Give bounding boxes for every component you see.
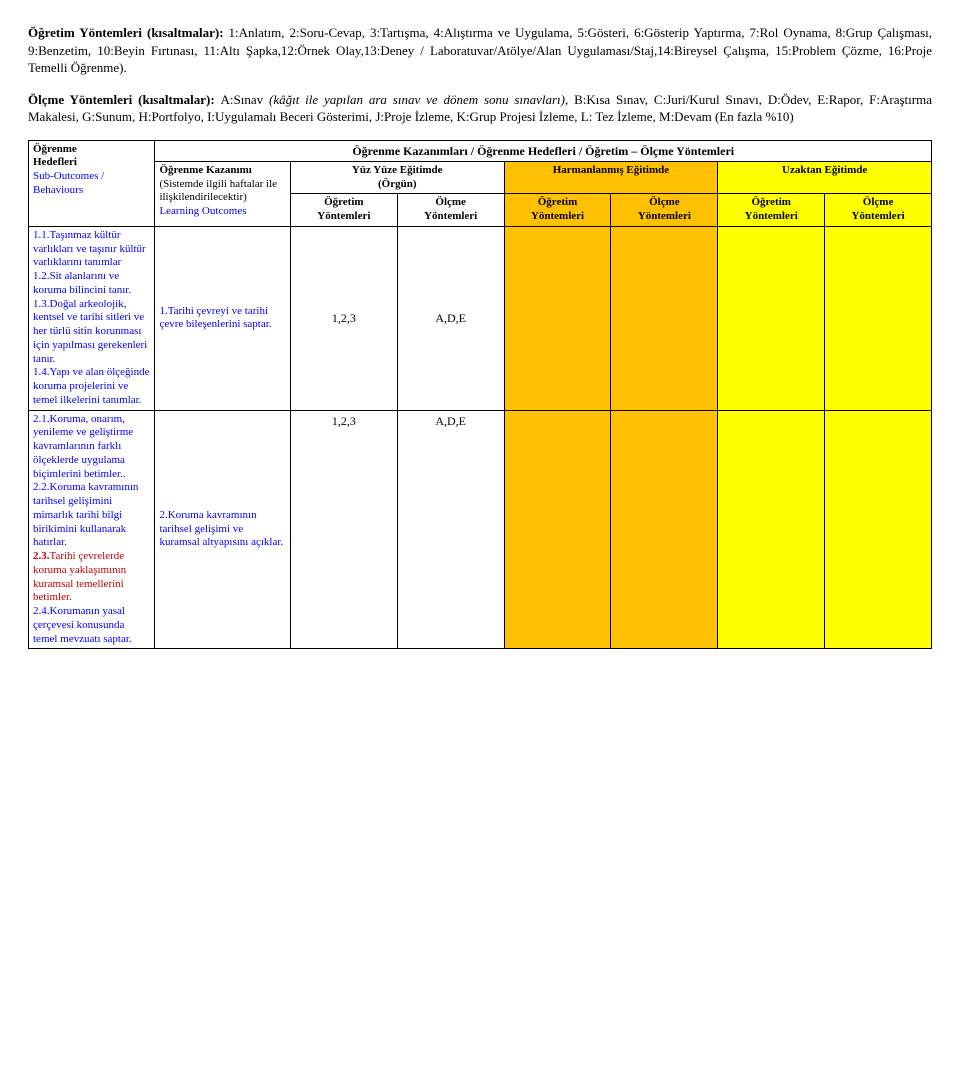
blended-assess-1: [611, 226, 718, 410]
targets-cell-1: 1.1.Taşınmaz kültür varlıkları ve taşını…: [29, 226, 155, 410]
subheader-teaching-blended: Öğretim Yöntemleri: [504, 194, 611, 227]
assessment-methods-italic: (kâğıt ile yapılan ara sınav ve dönem so…: [269, 92, 565, 107]
teach-methods-2: 1,2,3: [290, 410, 397, 649]
header-learning-outcome: Öğrenme Kazanımı (Sistemde ilgili haftal…: [155, 161, 290, 226]
target-1-3: 1.3.Doğal arkeolojik, kentsel ve tarihi …: [33, 298, 150, 367]
subheader-teaching-l1: Öğretim: [295, 196, 393, 210]
table-row: Öğrenme Kazanımı (Sistemde ilgili haftal…: [29, 161, 932, 194]
target-2-4: 2.4.Korumanın yasal çerçevesi konusunda …: [33, 605, 150, 646]
target-1-1: 1.1.Taşınmaz kültür varlıkları ve taşını…: [33, 229, 150, 270]
assessment-methods-a: A:Sınav: [221, 92, 269, 107]
target-2-3-lead: 2.3.: [33, 550, 50, 562]
header-learning-outcome-l2: (Sistemde ilgili haftalar ile ilişkilend…: [159, 178, 285, 206]
assess-methods-2: A,D,E: [397, 410, 504, 649]
teaching-methods-paragraph: Öğretim Yöntemleri (kısaltmalar): 1:Anla…: [28, 24, 932, 77]
blended-teach-1: [504, 226, 611, 410]
subheader-teaching: Öğretim Yöntemleri: [290, 194, 397, 227]
remote-assess-1: [825, 226, 932, 410]
blended-teach-2: [504, 410, 611, 649]
table-row: 1.1.Taşınmaz kültür varlıkları ve taşını…: [29, 226, 932, 410]
header-learning-targets-l1: Öğrenme: [33, 143, 150, 157]
teaching-methods-lead: Öğretim Yöntemleri (kısaltmalar):: [28, 25, 229, 40]
header-face-to-face-l1: Yüz Yüze Eğitimde: [295, 164, 500, 178]
subheader-assessment: Ölçme Yöntemleri: [397, 194, 504, 227]
subheader-assessment-blended: Ölçme Yöntemleri: [611, 194, 718, 227]
remote-teach-1: [718, 226, 825, 410]
remote-assess-2: [825, 410, 932, 649]
header-learning-targets-l3: Sub-Outcomes /: [33, 170, 150, 184]
subheader-teaching-blended-l2: Yöntemleri: [509, 210, 607, 224]
header-top-span: Öğrenme Kazanımları / Öğrenme Hedefleri …: [155, 140, 932, 161]
subheader-teaching-l2: Yöntemleri: [295, 210, 393, 224]
header-face-to-face-l2: (Örgün): [295, 178, 500, 192]
target-2-2: 2.2.Koruma kavramının tarihsel gelişimin…: [33, 481, 150, 550]
subheader-teaching-blended-l1: Öğretim: [509, 196, 607, 210]
target-2-1: 2.1.Koruma, onarım, yenileme ve geliştir…: [33, 413, 150, 482]
subheader-teaching-remote-l1: Öğretim: [722, 196, 820, 210]
subheader-assessment-remote-l1: Ölçme: [829, 196, 927, 210]
header-learning-outcome-l1: Öğrenme Kazanımı: [159, 164, 285, 178]
header-learning-targets: Öğrenme Hedefleri Sub-Outcomes / Behavio…: [29, 140, 155, 226]
table-row: 2.1.Koruma, onarım, yenileme ve geliştir…: [29, 410, 932, 649]
table-row: Öğrenme Hedefleri Sub-Outcomes / Behavio…: [29, 140, 932, 161]
subheader-assessment-blended-l1: Ölçme: [615, 196, 713, 210]
subheader-assessment-blended-l2: Yöntemleri: [615, 210, 713, 224]
target-2-3: 2.3.Tarihi çevrelerde koruma yaklaşımını…: [33, 550, 150, 605]
outcome-cell-1: 1.Tarihi çevreyi ve tarihi çevre bileşen…: [155, 226, 290, 410]
teach-methods-1: 1,2,3: [290, 226, 397, 410]
subheader-teaching-remote-l2: Yöntemleri: [722, 210, 820, 224]
header-blended: Harmanlanmış Eğitimde: [504, 161, 718, 194]
subheader-assessment-remote-l2: Yöntemleri: [829, 210, 927, 224]
assessment-methods-lead: Ölçme Yöntemleri (kısaltmalar):: [28, 92, 221, 107]
subheader-assessment-remote: Ölçme Yöntemleri: [825, 194, 932, 227]
assess-methods-1: A,D,E: [397, 226, 504, 410]
subheader-teaching-remote: Öğretim Yöntemleri: [718, 194, 825, 227]
header-remote: Uzaktan Eğitimde: [718, 161, 932, 194]
targets-cell-2: 2.1.Koruma, onarım, yenileme ve geliştir…: [29, 410, 155, 649]
target-1-4: 1.4.Yapı ve alan ölçeğinde koruma projel…: [33, 366, 150, 407]
target-1-2: 1.2.Sit alanlarını ve koruma bilincini t…: [33, 270, 150, 298]
header-face-to-face: Yüz Yüze Eğitimde (Örgün): [290, 161, 504, 194]
remote-teach-2: [718, 410, 825, 649]
outcome-cell-2: 2.Koruma kavramının tarihsel gelişimi ve…: [155, 410, 290, 649]
subheader-assessment-l1: Ölçme: [402, 196, 500, 210]
subheader-assessment-l2: Yöntemleri: [402, 210, 500, 224]
header-learning-targets-l4: Behaviours: [33, 184, 150, 198]
header-learning-targets-l2: Hedefleri: [33, 156, 150, 170]
blended-assess-2: [611, 410, 718, 649]
assessment-methods-paragraph: Ölçme Yöntemleri (kısaltmalar): A:Sınav …: [28, 91, 932, 126]
header-learning-outcome-l3: Learning Outcomes: [159, 205, 285, 219]
outcomes-table: Öğrenme Hedefleri Sub-Outcomes / Behavio…: [28, 140, 932, 650]
